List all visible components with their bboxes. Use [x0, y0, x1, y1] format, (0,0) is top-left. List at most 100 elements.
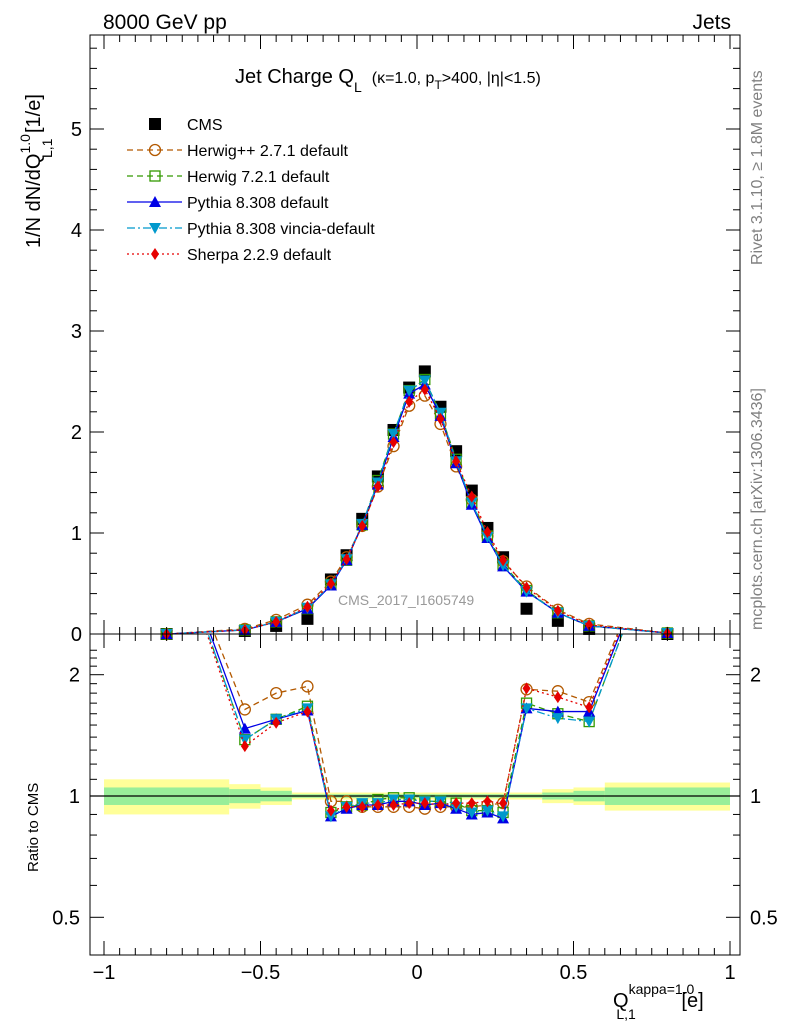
legend-item-cms: CMS	[149, 117, 223, 134]
ratio-point	[269, 686, 283, 700]
ratio-point	[452, 797, 461, 810]
data-point	[499, 554, 508, 567]
analysis-watermark: CMS_2017_I1605749	[338, 592, 474, 608]
data-point	[405, 395, 414, 408]
ratio-point	[303, 705, 312, 718]
mcplots-label: mcplots.cern.ch [arXiv:1306.3436]	[749, 388, 766, 630]
data-point	[465, 484, 478, 497]
ratio-series-pythia-8-308-vincia-default	[207, 634, 623, 823]
ratio-point	[481, 805, 494, 817]
main-plot-marks	[160, 365, 674, 641]
ratio-point	[483, 795, 492, 808]
ratio-x-axis: −1 −0.5 0 0.5 1	[93, 634, 736, 984]
legend: CMS Herwig++ 2.7.1 default Herwig 7.2.1 de…	[127, 117, 375, 264]
plot-title-sub: L	[354, 79, 362, 95]
ratio-point	[272, 716, 281, 729]
legend-label: Herwig 7.2.1 default	[187, 169, 330, 186]
data-point	[520, 602, 533, 615]
ratio-point	[583, 716, 596, 728]
data-point	[403, 385, 416, 397]
ratio-point	[420, 797, 429, 810]
ratio-point	[467, 797, 476, 810]
main-y-axis-label: 1/N dN/dQ1.0 L,1 [1/e]	[17, 94, 55, 248]
plot-title-cond: (κ=1.0, p	[372, 70, 435, 87]
ratio-series-herwig-7-2-1-default	[207, 634, 623, 819]
ratio-uncertainty-bands	[104, 779, 730, 815]
header-energy-label: 8000 GeV pp	[103, 11, 227, 34]
ratio-line-sherpa-2-2-9-default	[206, 634, 620, 812]
data-point	[585, 618, 594, 631]
ratio-point	[585, 701, 594, 714]
legend-label: CMS	[187, 117, 223, 134]
ratio-y-tick-label: 2	[69, 665, 80, 687]
header-process-label: Jets	[692, 11, 731, 34]
main-y-tick-label: 1	[71, 523, 82, 545]
ratio-y-tick-label-right: 1	[750, 786, 761, 808]
main-panel: 0 1 2 3 4 5 Jet Charge QL (κ=1.0, pT>400, |η|<…	[17, 34, 741, 646]
data-point	[358, 519, 367, 532]
data-point	[522, 581, 531, 594]
data-point	[301, 612, 314, 625]
ratio-line-herwig-7-2-1-default	[207, 634, 623, 814]
data-point	[465, 497, 478, 509]
ratio-y-axis-label: Ratio to CMS	[25, 783, 42, 872]
ratio-point	[551, 713, 564, 725]
data-point	[342, 553, 351, 566]
plot-title: Jet Charge QL (κ=1.0, pT>400, |η|<1.5)	[235, 66, 541, 95]
x-tick-label: −1	[93, 962, 116, 984]
y-label-sup: 1.0	[17, 134, 33, 154]
ratio-y-tick-label-right: 2	[750, 665, 761, 687]
ratio-y-axis: 0.5 0.5 1 1 2 2	[52, 649, 778, 929]
legend-marker	[151, 248, 159, 260]
data-point	[389, 436, 398, 449]
legend-label: Sherpa 2.2.9 default	[187, 247, 332, 264]
plot-title-cond-sub: T	[434, 78, 442, 92]
main-y-tick-label: 2	[71, 422, 82, 444]
main-y-axis: 0 1 2 3 4 5	[71, 47, 740, 646]
data-point	[452, 455, 461, 468]
ratio-point	[238, 703, 252, 716]
plot-title-cond-rest: >400, |η|<1.5)	[442, 70, 541, 87]
data-point	[418, 375, 431, 387]
legend-label: Pythia 8.308 default	[187, 195, 329, 212]
ratio-y-tick-label: 0.5	[52, 907, 80, 929]
x-tick-label: −0.5	[241, 962, 280, 984]
y-label-sub: L,1	[39, 138, 55, 158]
series-line-sherpa-2-2-9-default	[166, 388, 668, 635]
data-point	[326, 577, 335, 590]
ratio-point	[465, 807, 478, 819]
data-point	[420, 383, 429, 396]
ratio-point	[497, 811, 510, 823]
ratio-point	[326, 804, 335, 817]
legend-item-pythia-8-308-vincia-default: Pythia 8.308 vincia-default	[127, 221, 375, 238]
legend-item-herwig-2-7-1-default: Herwig++ 2.7.1 default	[127, 143, 349, 160]
ratio-plot-marks	[206, 634, 623, 824]
plot-title-main: Jet Charge Q	[235, 66, 354, 88]
legend-label: Herwig++ 2.7.1 default	[187, 143, 349, 160]
ratio-panel: 0.5 0.5 1 1 2 2 −1 −0.5 0 0.5 1 Ratio to CMS Qkap…	[25, 633, 778, 1022]
ratio-series-pythia-8-308-default	[209, 634, 621, 824]
series-sherpa-2-2-9-default	[162, 383, 672, 640]
y-label-b: [1/e]	[23, 94, 45, 138]
data-point	[303, 600, 312, 613]
ratio-point	[499, 797, 508, 810]
data-point	[553, 604, 562, 617]
data-point	[436, 412, 445, 425]
ratio-point	[522, 682, 531, 695]
x-tick-label: 0	[411, 962, 422, 984]
ratio-y-tick-label-right: 0.5	[750, 907, 778, 929]
main-y-tick-label: 5	[71, 119, 82, 141]
legend-item-sherpa-2-2-9-default: Sherpa 2.2.9 default	[127, 247, 332, 264]
legend-marker	[149, 118, 161, 130]
main-y-tick-label: 3	[71, 321, 82, 343]
data-point	[387, 429, 400, 441]
legend-marker	[149, 170, 161, 182]
x-tick-label: 1	[724, 962, 735, 984]
x-axis-label: Qkappa=1.0 L,1 [e]	[613, 981, 704, 1022]
ratio-point	[405, 797, 414, 810]
legend-item-herwig-7-2-1-default: Herwig 7.2.1 default	[127, 169, 330, 186]
legend-label: Pythia 8.308 vincia-default	[187, 221, 375, 238]
ratio-series-sherpa-2-2-9-default	[206, 634, 620, 817]
x-tick-label: 0.5	[560, 962, 588, 984]
ratio-point	[373, 798, 382, 811]
